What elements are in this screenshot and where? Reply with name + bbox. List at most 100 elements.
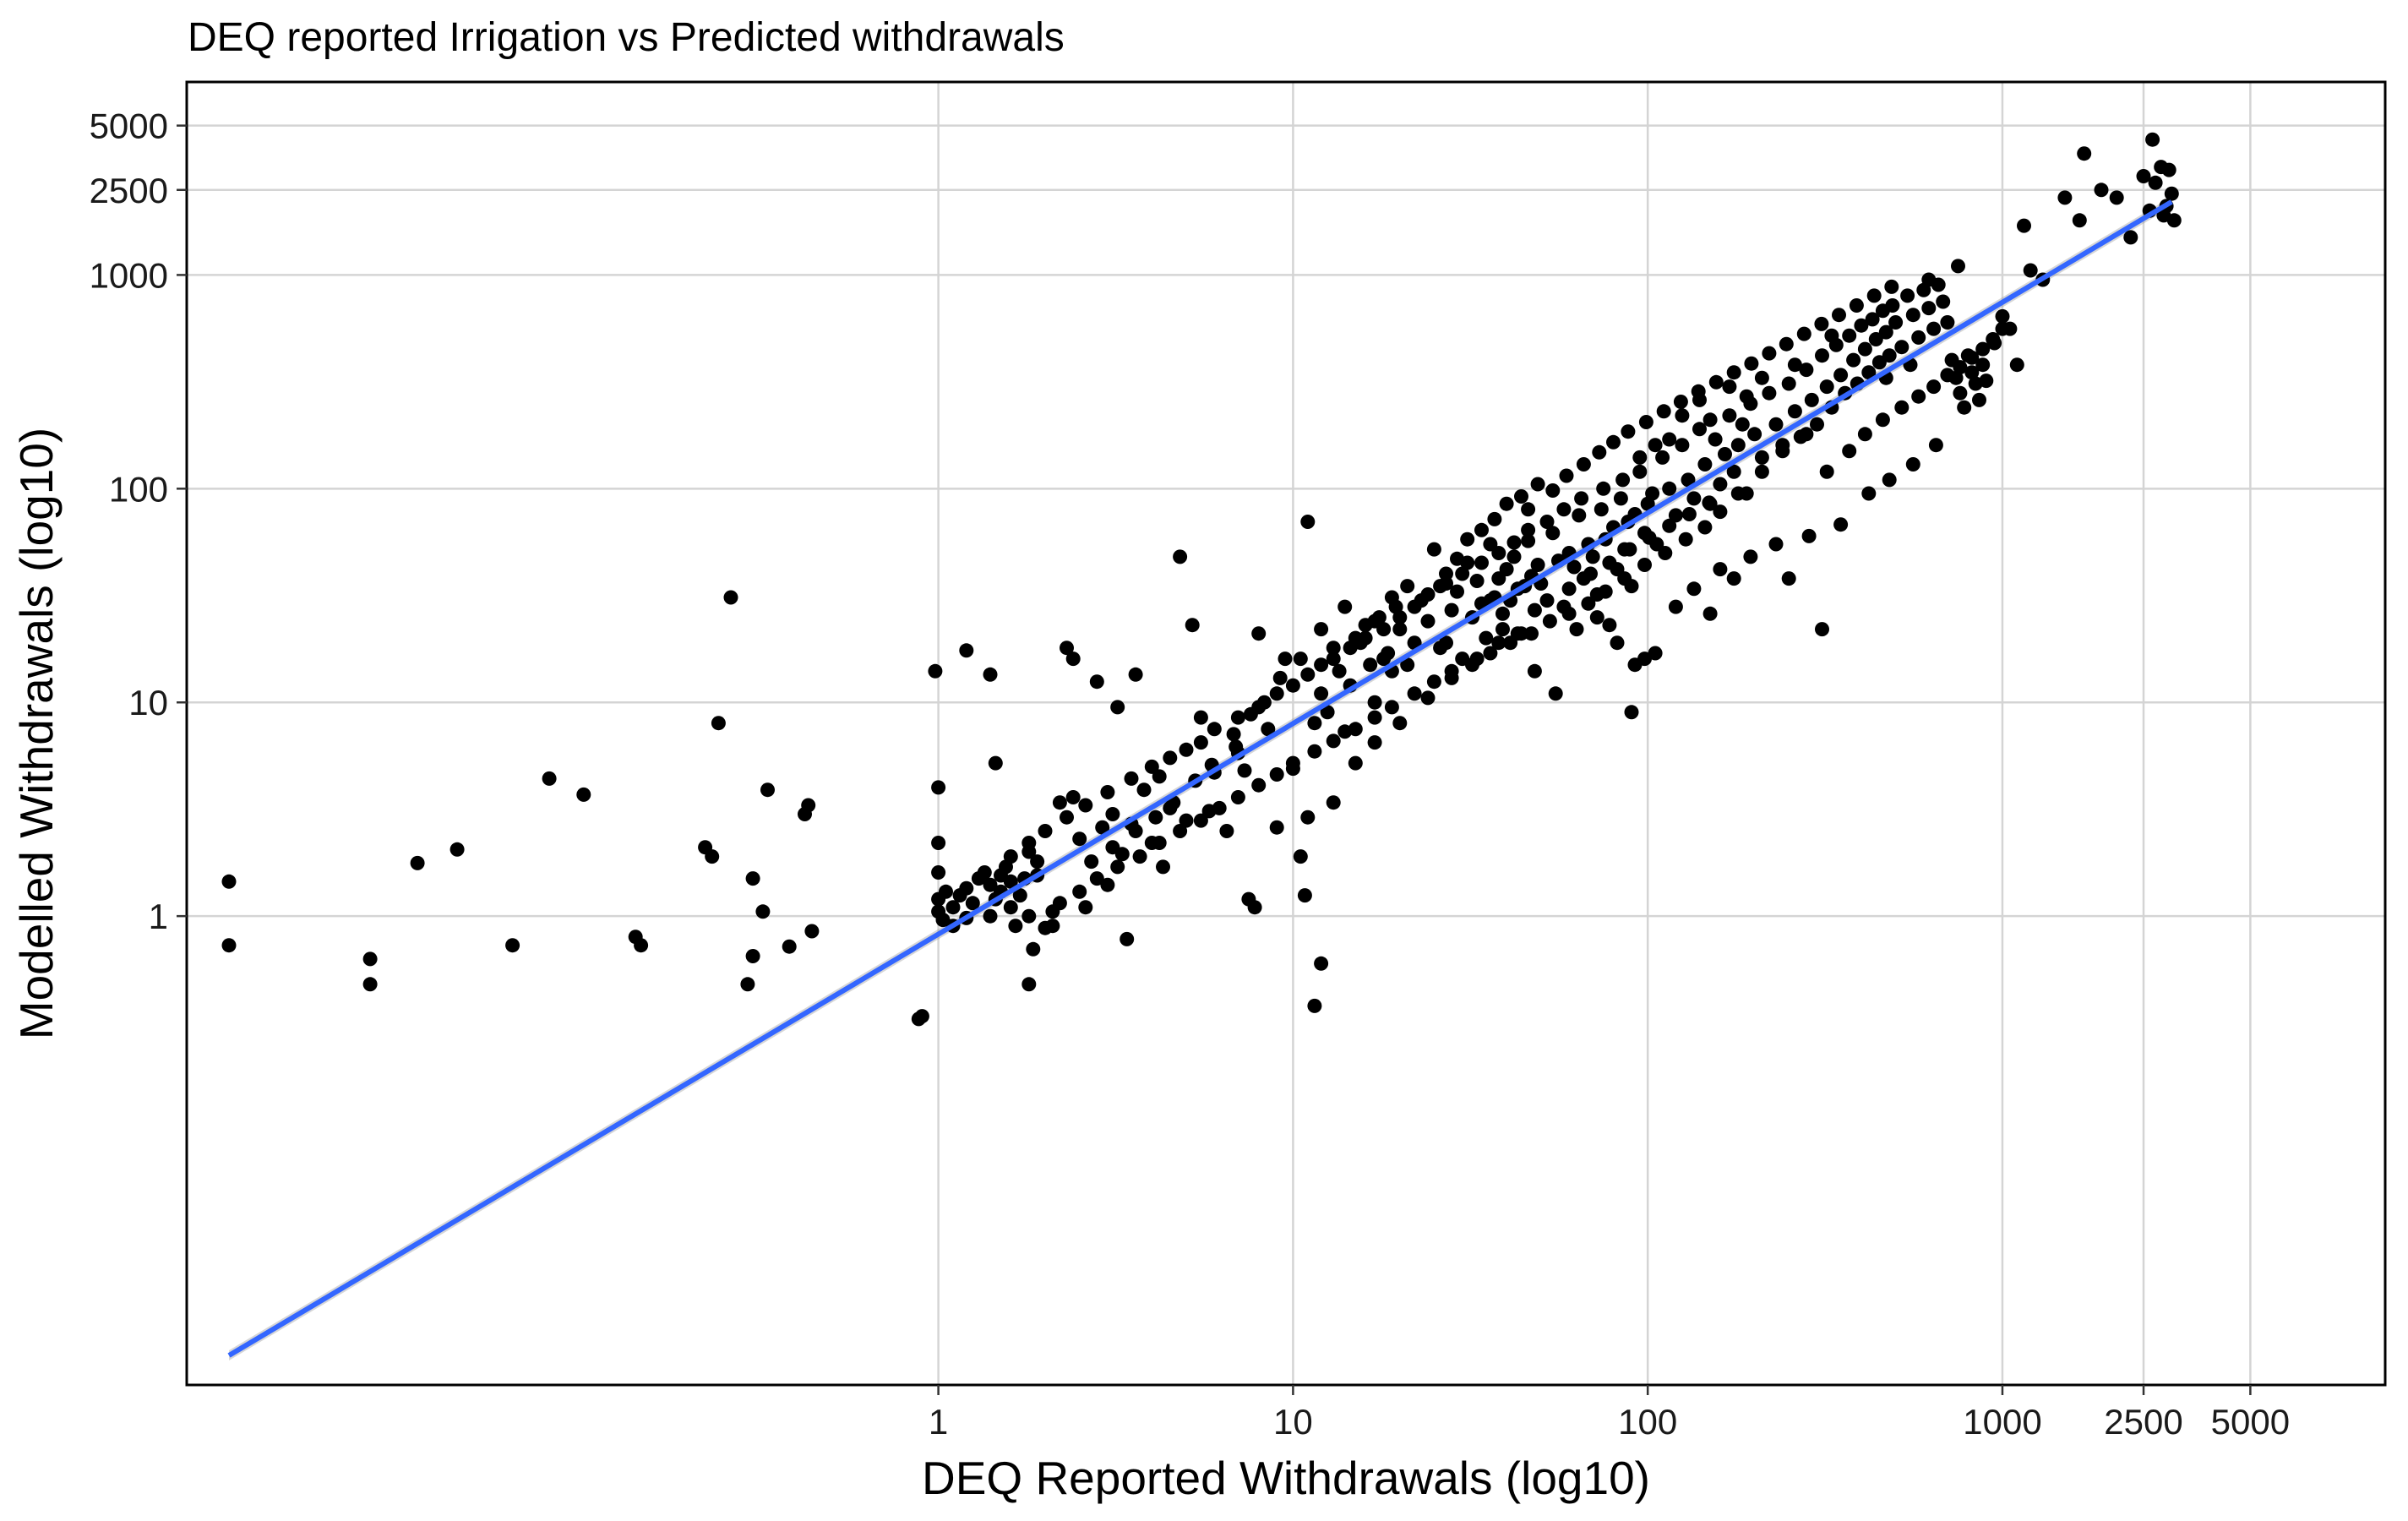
data-point <box>1152 836 1167 850</box>
data-point <box>221 938 237 953</box>
data-point <box>1638 415 1653 429</box>
x-tick-label: 1000 <box>1963 1402 2041 1442</box>
x-tick-label: 10 <box>1273 1402 1313 1442</box>
data-point <box>1407 599 1422 614</box>
data-point <box>983 908 998 924</box>
data-point <box>1144 759 1159 774</box>
data-point <box>1832 308 1846 323</box>
data-point <box>804 924 820 939</box>
data-point <box>1045 919 1060 934</box>
data-point <box>1367 695 1382 710</box>
data-point <box>965 896 980 911</box>
data-point <box>1799 427 1814 442</box>
data-point <box>362 977 378 992</box>
data-point <box>1692 422 1707 437</box>
data-point <box>1726 464 1741 479</box>
data-point <box>1921 301 1937 316</box>
data-point <box>1212 800 1227 815</box>
points-layer <box>221 132 2182 1027</box>
data-point <box>1539 515 1555 529</box>
data-point <box>2145 132 2160 147</box>
data-point <box>1884 279 1899 294</box>
data-point <box>1293 849 1308 864</box>
data-point <box>1110 859 1125 875</box>
data-point <box>1739 389 1754 404</box>
data-point <box>1400 657 1415 673</box>
data-point <box>1801 528 1817 543</box>
data-point <box>576 787 591 802</box>
data-point <box>1003 900 1018 915</box>
data-point <box>1911 389 1926 404</box>
data-point <box>1278 651 1293 667</box>
data-point <box>1038 824 1053 838</box>
data-point <box>634 938 649 953</box>
data-point <box>1743 549 1758 564</box>
x-tick-label: 100 <box>1618 1402 1677 1442</box>
data-point <box>1613 491 1628 506</box>
data-point <box>1261 722 1276 737</box>
data-point <box>1548 686 1563 701</box>
data-point <box>1658 546 1673 560</box>
data-point <box>1598 584 1613 599</box>
y-tick-label: 1 <box>149 897 168 936</box>
data-point <box>1100 785 1115 799</box>
data-point <box>1307 998 1322 1013</box>
data-point <box>1637 651 1652 667</box>
data-point <box>1100 877 1115 892</box>
data-point <box>1314 956 1329 971</box>
data-point <box>1905 457 1920 472</box>
data-point <box>1474 555 1489 570</box>
data-point <box>1656 404 1671 419</box>
data-point <box>1754 464 1769 479</box>
data-point <box>1207 722 1222 737</box>
data-point <box>1662 432 1677 447</box>
data-point <box>1506 549 1522 564</box>
data-point <box>1702 495 1717 510</box>
data-point <box>1730 438 1746 453</box>
data-point <box>1450 551 1464 566</box>
data-point <box>1744 356 1759 371</box>
data-point <box>1610 635 1625 651</box>
data-point <box>1521 533 1536 548</box>
y-tick-label: 2500 <box>90 171 168 210</box>
data-point <box>983 667 998 682</box>
data-point <box>1556 502 1572 517</box>
data-point <box>1615 472 1631 488</box>
data-point <box>1819 464 1834 479</box>
data-point <box>1173 824 1188 838</box>
data-point <box>1894 340 1910 355</box>
data-point <box>1219 824 1234 838</box>
data-point <box>1089 674 1104 690</box>
data-point <box>1089 871 1104 886</box>
data-point <box>1940 315 1955 330</box>
data-point <box>2148 175 2163 190</box>
data-point <box>1617 571 1632 586</box>
data-point <box>2023 263 2038 278</box>
data-point <box>1307 716 1322 731</box>
data-point <box>1713 477 1728 492</box>
data-point <box>1964 365 1980 380</box>
data-point <box>1384 590 1399 605</box>
data-point <box>1545 526 1561 541</box>
data-point <box>1300 667 1316 682</box>
data-point <box>1185 618 1200 633</box>
data-point <box>977 865 992 880</box>
data-point <box>1095 820 1110 835</box>
data-point <box>1527 663 1542 679</box>
data-point <box>1052 795 1067 810</box>
data-point <box>1621 424 1636 439</box>
data-point <box>1251 626 1267 641</box>
data-point <box>1576 457 1591 472</box>
data-point <box>928 663 943 679</box>
data-point <box>1561 606 1577 621</box>
data-point <box>1105 807 1120 821</box>
data-point <box>1495 622 1510 637</box>
x-tick-label: 1 <box>929 1402 948 1442</box>
data-point <box>1697 520 1713 535</box>
data-point <box>1849 298 1864 313</box>
data-point <box>1888 315 1904 330</box>
data-point <box>1559 468 1574 483</box>
grid-layer <box>187 82 2385 1385</box>
data-point <box>1433 579 1448 594</box>
data-point <box>1230 790 1245 804</box>
